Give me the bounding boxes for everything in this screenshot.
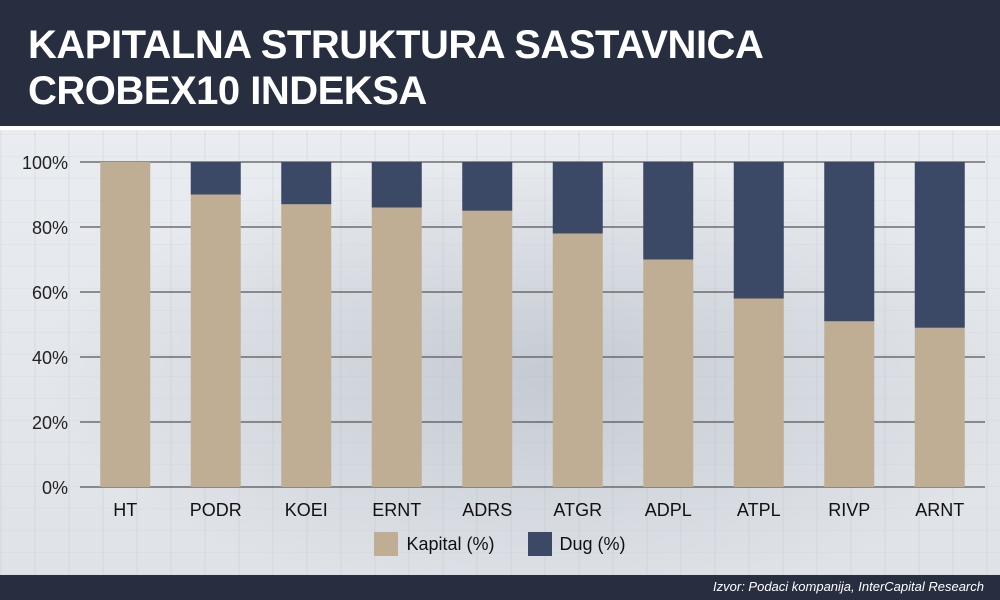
x-tick-label: ATPL	[737, 500, 781, 520]
chart-title: KAPITALNA STRUKTURA SASTAVNICA CROBEX10 …	[28, 23, 762, 113]
y-tick-label: 60%	[32, 283, 68, 303]
bar-dug-podr	[190, 162, 241, 195]
legend: Kapital (%) Dug (%)	[0, 532, 1000, 561]
bar-kapital-atpl	[733, 298, 784, 487]
chart-plot: 0% 20% 40% 60% 80% 100% HT PODR KOEI ERNT ADRS ATGR…	[22, 153, 985, 520]
legend-item-kapital: Kapital (%)	[374, 532, 495, 556]
y-tick-label: 0%	[42, 478, 68, 498]
y-tick-label: 20%	[32, 413, 68, 433]
x-tick-label: RIVP	[828, 500, 870, 520]
bar-kapital-rivp	[824, 321, 875, 487]
legend-label-kapital: Kapital (%)	[406, 533, 495, 554]
bar-kapital-ernt	[371, 207, 422, 487]
bar-kapital-arnt	[914, 327, 965, 487]
y-tick-label: 80%	[32, 218, 68, 238]
bar-kapital-ht	[100, 162, 151, 487]
x-tick-label: ADPL	[645, 500, 692, 520]
x-tick-label: ATGR	[553, 500, 602, 520]
source-note: Izvor: Podaci kompanija, InterCapital Re…	[713, 579, 984, 594]
legend-swatch-dug	[527, 532, 552, 556]
x-tick-label: HT	[113, 500, 137, 520]
bar-dug-koei	[281, 162, 332, 205]
x-tick-label: KOEI	[285, 500, 328, 520]
y-tick-label: 40%	[32, 348, 68, 368]
header-bar: KAPITALNA STRUKTURA SASTAVNICA CROBEX10 …	[0, 0, 1000, 130]
x-tick-label: PODR	[190, 500, 242, 520]
bar-kapital-koei	[281, 204, 332, 487]
bar-dug-adpl	[643, 162, 694, 260]
bar-kapital-adrs	[462, 210, 513, 487]
bar-kapital-atgr	[552, 233, 603, 487]
x-tick-label: ADRS	[462, 500, 512, 520]
legend-label-dug: Dug (%)	[559, 533, 626, 554]
legend-item-dug: Dug (%)	[527, 532, 626, 556]
bar-kapital-adpl	[643, 259, 694, 487]
bar-dug-atpl	[733, 162, 784, 299]
bar-dug-adrs	[462, 162, 513, 211]
bar-dug-rivp	[824, 162, 875, 322]
bar-dug-arnt	[914, 162, 965, 328]
x-tick-label: ARNT	[915, 500, 964, 520]
bar-dug-atgr	[552, 162, 603, 234]
legend-swatch-kapital	[374, 532, 399, 556]
footer-bar: Izvor: Podaci kompanija, InterCapital Re…	[0, 575, 1000, 600]
bar-kapital-podr	[190, 194, 241, 487]
bar-dug-ernt	[371, 162, 422, 208]
y-tick-label: 100%	[22, 153, 68, 173]
x-tick-label: ERNT	[372, 500, 421, 520]
